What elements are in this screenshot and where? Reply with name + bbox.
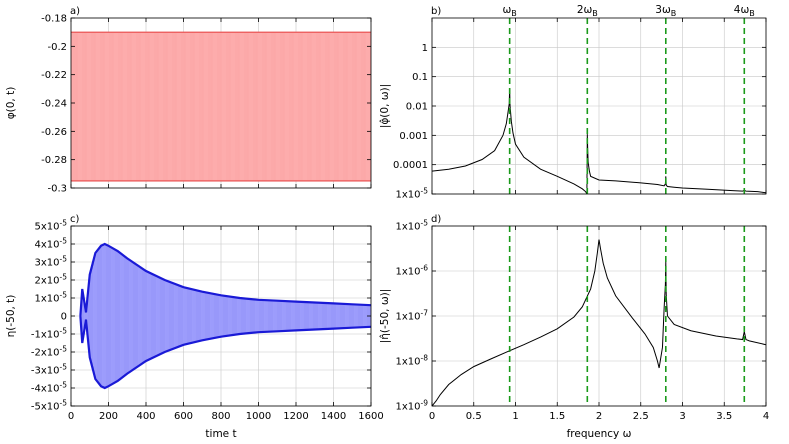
y-tick-label: 3x10-5	[35, 255, 68, 269]
x-tick-label: 3.5	[716, 411, 732, 422]
y-tick-label: 1x10-5	[396, 187, 429, 201]
x-tick-label: 2.5	[633, 411, 649, 422]
x-tick-label: 1600	[358, 411, 383, 422]
y-tick-label: -0.28	[41, 155, 67, 166]
x-tick-label: 0	[429, 411, 435, 422]
harmonic-label: 3ωB	[655, 4, 676, 18]
harmonic-label: 4ωB	[734, 4, 755, 18]
y-tick-label: 5x10-5	[35, 219, 68, 233]
x-tick-label: 1	[512, 411, 518, 422]
series-lower-envelope	[79, 315, 371, 390]
x-tick-label: 0.5	[466, 411, 482, 422]
y-tick-label: -3x10-5	[31, 363, 67, 377]
y-tick-label: 4x10-5	[35, 237, 68, 251]
x-tick-label: 200	[99, 411, 118, 422]
series-upper-envelope	[79, 242, 371, 317]
panel-b: 1x10-5 0.0001 0.001 0.01 0.1 1 b) |φ̂(0, ω)| ωB 2…	[379, 4, 767, 201]
y-axis-label: |φ̂(0, ω)|	[379, 84, 391, 128]
y-tick-label: 0	[61, 312, 67, 323]
y-tick-label: -0.26	[41, 127, 67, 138]
y-axis-label: η(-50, t)	[5, 295, 17, 338]
x-tick-label: 600	[174, 411, 193, 422]
y-tick-label: 0.01	[406, 102, 428, 113]
y-tick-label: 1x10-8	[396, 354, 429, 368]
x-axis-label: time t	[205, 428, 236, 440]
y-axis-label: |η̂(-50, ω)|	[379, 289, 391, 344]
series-fill	[80, 244, 371, 388]
x-tick-label: 3	[679, 411, 685, 422]
y-tick-label: -0.2	[47, 42, 67, 53]
harmonic-label: ωB	[503, 4, 517, 18]
y-tick-label: 1x10-5	[396, 219, 429, 233]
y-tick-label: 2x10-5	[35, 273, 68, 287]
y-tick-label: 1x10-9	[396, 399, 429, 413]
x-tick-label: 2	[596, 411, 602, 422]
series-line	[432, 239, 766, 406]
y-tick-label: 1x10-6	[396, 264, 429, 278]
panel-label: c)	[70, 214, 79, 225]
panel-c: 5x10-5 4x10-5 3x10-5 2x10-5 1x10-5 0 -1x10-5 -2…	[5, 214, 384, 440]
y-tick-label: -0.24	[41, 99, 67, 110]
y-tick-label: 0.1	[412, 72, 428, 83]
panel-label: a)	[70, 6, 80, 17]
x-tick-label: 1400	[321, 411, 346, 422]
x-tick-label: 0	[68, 411, 74, 422]
panel-a: -0.18 -0.2 -0.22 -0.24 -0.26 -0.28 -0.3 a) φ(0, …	[5, 6, 372, 195]
x-tick-label: 800	[211, 411, 230, 422]
series-oscillation	[81, 244, 371, 388]
y-tick-label: 1x10-5	[35, 291, 68, 305]
y-tick-label: -5x10-5	[31, 399, 67, 413]
x-tick-label: 1.5	[549, 411, 565, 422]
y-tick-label: -0.18	[41, 14, 67, 25]
x-tick-label: 1200	[283, 411, 308, 422]
y-tick-label: 0.001	[399, 131, 428, 142]
harmonic-label: 2ωB	[577, 4, 598, 18]
y-tick-label: 1	[422, 43, 428, 54]
panel-label: b)	[431, 6, 441, 17]
x-tick-label: 4	[763, 411, 769, 422]
y-tick-label: -2x10-5	[31, 345, 67, 359]
y-tick-label: -0.22	[41, 70, 67, 81]
x-axis-label: frequency ω	[567, 428, 632, 440]
series-fill	[71, 32, 371, 181]
y-tick-label: -1x10-5	[31, 327, 67, 341]
y-tick-label: -4x10-5	[31, 381, 67, 395]
y-tick-label: 0.0001	[393, 160, 428, 171]
y-tick-label: 1x10-7	[396, 309, 429, 323]
x-tick-label: 1000	[246, 411, 271, 422]
x-tick-label: 400	[136, 411, 155, 422]
panel-d: 1x10-9 1x10-8 1x10-7 1x10-6 1x10-5 0 0.5 1 1.5 2 2…	[379, 214, 769, 440]
y-axis-label: φ(0, t)	[5, 87, 17, 120]
panel-label: d)	[431, 214, 441, 225]
y-tick-label: -0.3	[47, 184, 67, 195]
series-oscillation	[71, 32, 371, 181]
